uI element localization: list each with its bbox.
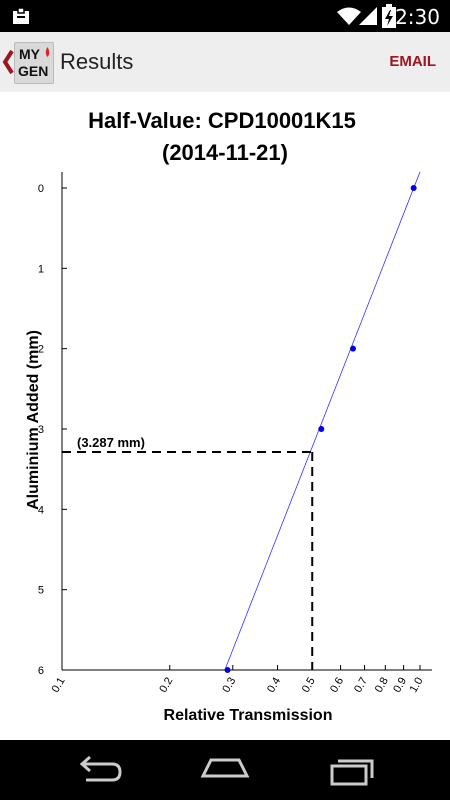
x-tick-label: 0.9 xyxy=(391,676,409,695)
action-bar: MY GEN Results EMAIL xyxy=(0,32,450,92)
x-tick-label: 0.6 xyxy=(328,676,346,695)
x-tick-label: 0.3 xyxy=(220,676,238,695)
y-tick-label: 0 xyxy=(38,183,44,195)
x-tick-label: 0.2 xyxy=(157,676,175,695)
half-value-chart: Half-Value: CPD10001K15 (2014-11-21) Alu… xyxy=(25,108,432,724)
home-nav-button[interactable] xyxy=(197,752,253,788)
data-point xyxy=(350,345,357,352)
y-tick-label: 6 xyxy=(38,665,44,677)
logo-text-my: MY xyxy=(19,46,40,62)
clipboard-icon xyxy=(13,7,29,24)
back-button[interactable]: MY GEN xyxy=(2,42,54,84)
x-tick-label: 0.7 xyxy=(352,676,370,695)
navigation-bar xyxy=(0,740,450,800)
x-tick-label: 0.5 xyxy=(300,676,318,695)
signal-icon xyxy=(359,7,377,25)
x-axis-label: Relative Transmission xyxy=(164,707,333,724)
recents-icon xyxy=(330,759,374,786)
home-icon xyxy=(200,758,250,778)
chart-area: Half-Value: CPD10001K15 (2014-11-21) Alu… xyxy=(0,92,450,740)
logo-drop-icon xyxy=(45,47,50,57)
data-point xyxy=(224,667,231,673)
chart-title-line-2: (2014-11-21) xyxy=(162,140,288,165)
data-point xyxy=(410,185,417,191)
fit-line xyxy=(224,171,421,671)
battery-charging-icon xyxy=(382,4,396,28)
y-tick-label: 1 xyxy=(38,263,44,275)
page-title: Results xyxy=(60,49,134,74)
logo-text-gen: GEN xyxy=(18,63,49,79)
x-tick-label: 0.1 xyxy=(50,676,68,695)
y-tick-label: 2 xyxy=(38,344,44,356)
email-button[interactable]: EMAIL xyxy=(389,53,436,70)
y-tick-label: 4 xyxy=(38,504,44,516)
recents-nav-button[interactable] xyxy=(326,752,382,788)
back-nav-button[interactable] xyxy=(72,752,128,788)
data-point xyxy=(318,426,325,432)
status-bar: 2:30 xyxy=(0,0,450,32)
back-arrow-icon xyxy=(79,755,122,782)
y-axis-label: Aluminium Added (mm) xyxy=(25,330,42,510)
app-logo: MY GEN xyxy=(14,42,54,84)
half-value-label: (3.287 mm) xyxy=(77,435,145,450)
x-tick-label: 0.8 xyxy=(373,676,391,695)
status-clock: 2:30 xyxy=(395,5,440,29)
x-tick-label: 0.4 xyxy=(265,676,283,695)
x-tick-label: 1.0 xyxy=(408,676,426,695)
wifi-icon xyxy=(337,7,361,25)
chevron-left-icon xyxy=(2,49,14,75)
y-tick-label: 3 xyxy=(38,424,44,436)
chart-title-line-1: Half-Value: CPD10001K15 xyxy=(88,108,356,133)
y-tick-label: 5 xyxy=(38,585,44,597)
